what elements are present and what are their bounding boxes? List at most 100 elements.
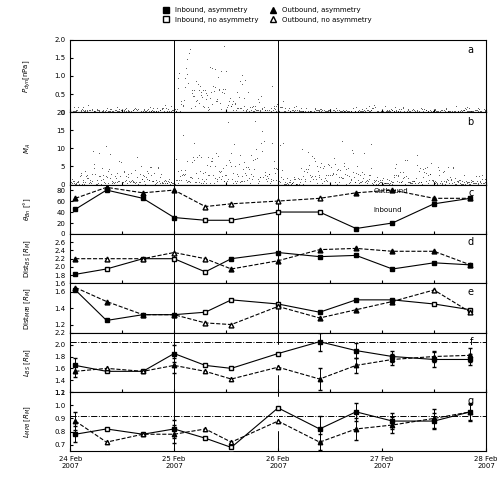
Point (158, 180, 166, 187)
Point (461, 180, 469, 188)
Point (370, 108, 378, 116)
Point (90, 160, 98, 168)
Point (222, 107, 230, 115)
Point (439, 168, 447, 176)
Point (455, 108, 463, 116)
Point (311, 104, 319, 112)
Point (387, 178, 395, 186)
Point (445, 179, 453, 187)
Point (336, 166, 344, 174)
Point (300, 167, 308, 175)
Point (135, 108, 143, 116)
Point (274, 107, 282, 115)
Point (381, 179, 389, 187)
Point (314, 106, 322, 114)
Point (178, 131, 186, 139)
Point (277, 173, 285, 181)
Legend: Inbound, asymmetry, Inbound, no asymmetry, Outbound, asymmetry, Outbound, no asy: Inbound, asymmetry, Inbound, no asymmetr… (158, 6, 373, 24)
Point (281, 178, 289, 186)
Point (80, 180, 88, 188)
Point (347, 176, 355, 184)
Point (163, 107, 171, 115)
Point (401, 108, 409, 116)
Point (239, 165, 247, 173)
Point (208, 154, 216, 162)
Point (128, 176, 136, 184)
Point (257, 106, 265, 114)
Point (233, 170, 241, 178)
Point (75, 108, 83, 116)
Point (149, 178, 157, 186)
Point (227, 102, 235, 110)
Point (174, 179, 182, 186)
Point (222, 161, 230, 169)
Point (399, 169, 407, 177)
Point (331, 161, 339, 169)
Point (239, 106, 247, 114)
Point (269, 107, 277, 115)
Point (117, 158, 125, 166)
Point (413, 151, 421, 159)
Point (469, 108, 477, 116)
Point (206, 94, 214, 102)
Point (86, 176, 94, 184)
Point (195, 86, 203, 94)
Point (346, 108, 354, 116)
Point (163, 108, 171, 116)
Point (280, 108, 288, 116)
Point (288, 107, 296, 115)
Point (291, 175, 299, 183)
Point (221, 171, 229, 179)
Point (389, 178, 397, 186)
Point (457, 106, 465, 114)
Point (262, 108, 270, 116)
Point (286, 178, 294, 186)
Point (349, 149, 357, 157)
Point (318, 106, 326, 114)
Point (292, 180, 300, 187)
Point (448, 163, 456, 171)
Point (366, 171, 374, 179)
Point (261, 168, 269, 176)
Point (461, 104, 469, 112)
Point (449, 108, 457, 116)
Point (268, 139, 276, 147)
Point (453, 178, 461, 186)
Point (403, 108, 411, 116)
Point (383, 179, 391, 186)
Point (394, 171, 402, 179)
Point (233, 88, 241, 96)
Point (66, 104, 74, 112)
Point (473, 105, 481, 113)
Point (466, 180, 474, 188)
Point (318, 179, 326, 187)
Point (300, 107, 308, 115)
Point (152, 107, 160, 115)
Point (147, 171, 155, 179)
Point (175, 69, 183, 77)
Point (339, 175, 347, 183)
Point (188, 86, 196, 94)
Point (171, 180, 179, 188)
Point (463, 107, 471, 115)
Point (140, 178, 148, 186)
Y-axis label: $M_A$: $M_A$ (23, 143, 33, 154)
Point (174, 167, 182, 175)
Point (342, 106, 350, 114)
Point (400, 107, 408, 115)
Point (429, 177, 437, 185)
Point (160, 176, 168, 184)
Point (237, 177, 245, 185)
Point (351, 178, 359, 186)
Point (279, 175, 287, 183)
Point (336, 173, 344, 181)
Point (154, 108, 162, 116)
Point (382, 107, 390, 115)
Point (393, 177, 401, 185)
Point (359, 174, 367, 182)
Point (156, 180, 164, 187)
Point (463, 178, 471, 186)
Point (89, 147, 97, 155)
Point (201, 168, 209, 176)
Point (395, 105, 403, 113)
